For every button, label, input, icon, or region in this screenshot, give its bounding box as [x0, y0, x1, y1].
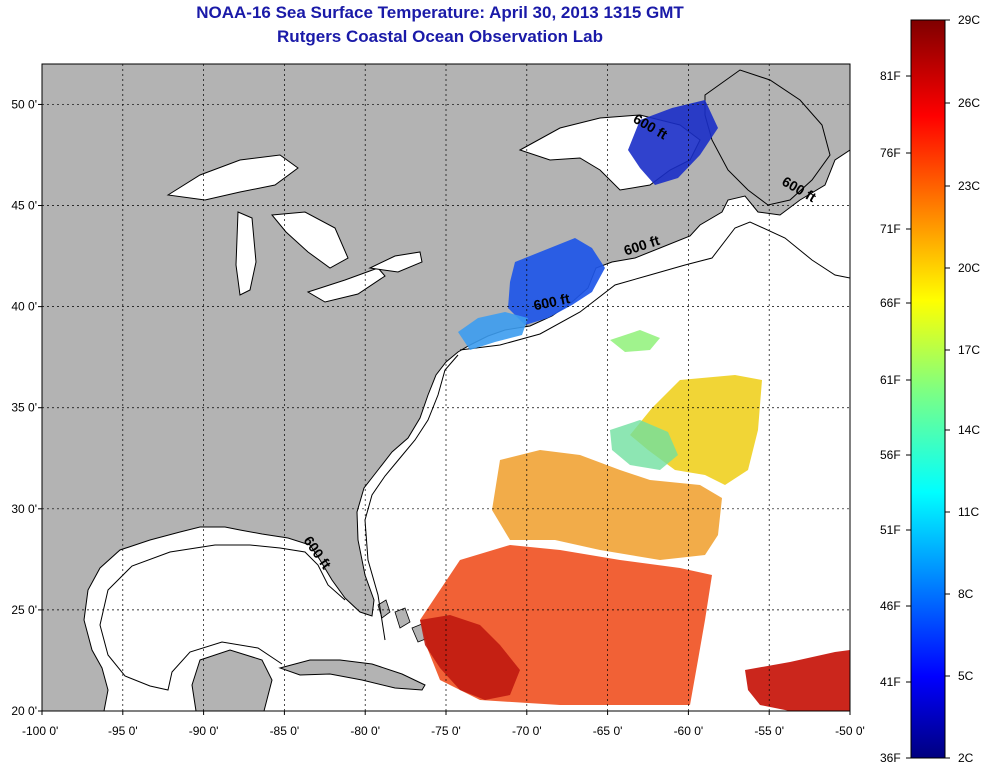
lon-tick-label: -90 0' [189, 724, 219, 738]
sst-patch-slope-green [610, 330, 660, 352]
colorbar-f-label: 36F [880, 751, 901, 765]
lat-tick-label: 30 0' [11, 502, 37, 516]
map-title: NOAA-16 Sea Surface Temperature: April 3… [196, 3, 684, 22]
lat-tick-label: 50 0' [11, 97, 37, 111]
lat-tick-label: 35 0' [11, 401, 37, 415]
lon-tick-label: -95 0' [108, 724, 138, 738]
lon-tick-label: -80 0' [350, 724, 380, 738]
contour-label-600ft: 600 ft [532, 290, 571, 313]
sst-patch-scotian-shelf [508, 238, 605, 325]
lon-tick-label: -100 0' [22, 724, 58, 738]
land-newfoundland [704, 69, 831, 206]
lon-tick-label: -70 0' [512, 724, 542, 738]
colorbar-c-label: 11C [958, 505, 979, 519]
map-subtitle: Rutgers Coastal Ocean Observation Lab [277, 27, 603, 46]
lon-tick-label: -60 0' [674, 724, 704, 738]
colorbar-c-label: 8C [958, 587, 974, 601]
colorbar [910, 19, 946, 759]
colorbar-c-label: 23C [958, 179, 980, 193]
lon-tick-label: -55 0' [754, 724, 784, 738]
colorbar-c-label: 26C [958, 96, 980, 110]
sst-patch-gulf-of-maine [458, 312, 528, 350]
lat-tick-label: 25 0' [11, 603, 37, 617]
colorbar-c-label: 5C [958, 669, 974, 683]
sst-patch-caribbean-dark-red [420, 615, 520, 700]
latitude-axis: 50 0' 45 0' 40 0' 35 0' 30 0' 25 0' 20 0' [11, 97, 42, 718]
lon-tick-label: -50 0' [835, 724, 865, 738]
lat-tick-label: 20 0' [11, 704, 37, 718]
colorbar-f-label: 51F [880, 523, 901, 537]
lat-tick-label: 45 0' [11, 199, 37, 213]
colorbar-c-label: 17C [958, 343, 980, 357]
colorbar-f-label: 76F [880, 146, 901, 160]
colorbar-f-label: 66F [880, 296, 901, 310]
colorbar-fahrenheit-labels: 81F 76F 71F 66F 61F 56F 51F 46F 41F 36F [880, 69, 911, 765]
sst-patch-southeast-red [745, 650, 850, 711]
colorbar-c-label: 14C [958, 423, 980, 437]
lon-tick-label: -85 0' [270, 724, 300, 738]
sst-patch-central-orange [492, 450, 722, 560]
land-yucatan [191, 649, 273, 711]
great-lakes [166, 154, 423, 303]
land-cuba [278, 659, 426, 691]
sst-patch-newfoundland-shelf [628, 100, 718, 185]
colorbar-c-label: 2C [958, 751, 974, 765]
isobath-600ft [99, 221, 850, 691]
colorbar-celsius-labels: 29C 26C 23C 20C 17C 14C 11C 8C 5C 2C [945, 13, 980, 765]
colorbar-f-label: 81F [880, 69, 901, 83]
longitude-axis: -100 0' -95 0' -90 0' -85 0' -80 0' -75 0' -70… [22, 711, 865, 738]
colorbar-f-label: 61F [880, 373, 901, 387]
colorbar-c-label: 20C [958, 261, 980, 275]
lon-tick-label: -75 0' [431, 724, 461, 738]
colorbar-f-label: 71F [880, 222, 901, 236]
lon-tick-label: -65 0' [593, 724, 623, 738]
sst-data-overlay [420, 100, 850, 711]
sst-patch-sargasso-green [610, 420, 678, 470]
colorbar-c-label: 29C [958, 13, 980, 27]
colorbar-f-label: 46F [880, 599, 901, 613]
lat-tick-label: 40 0' [11, 300, 37, 314]
colorbar-f-label: 41F [880, 675, 901, 689]
colorbar-f-label: 56F [880, 448, 901, 462]
